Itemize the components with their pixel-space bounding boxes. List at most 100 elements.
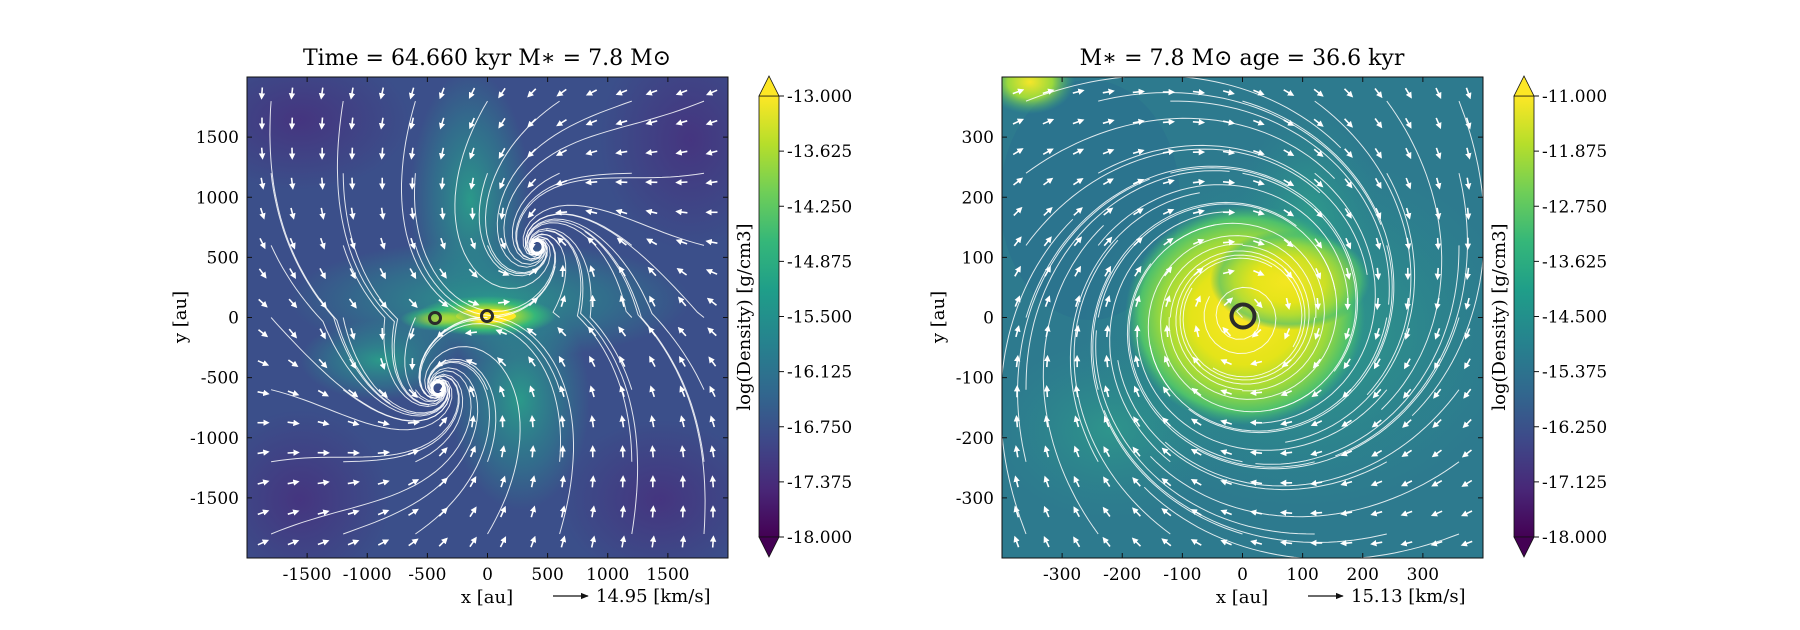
velocity-arrow (1313, 148, 1324, 158)
velocity-arrow (499, 475, 506, 488)
velocity-arrow (1340, 480, 1353, 487)
velocity-arrow (615, 119, 628, 126)
velocity-arrow (1435, 117, 1442, 130)
velocity-arrow (1280, 419, 1293, 427)
velocity-arrow (556, 88, 567, 97)
colorbar-tick-label: -16.750 (787, 418, 852, 438)
colorbar-tick-label: -17.125 (1542, 473, 1607, 493)
streamline (1002, 218, 1074, 535)
panel-2-colorbar-label: log(Density) [g/cm3] (1489, 223, 1510, 410)
velocity-arrow (709, 385, 716, 398)
velocity-arrow (1134, 265, 1142, 277)
velocity-arrow (468, 299, 480, 306)
panel-2-sink-particle (1229, 302, 1257, 330)
streamline (1025, 117, 1335, 179)
velocity-arrow (377, 449, 390, 456)
velocity-arrow (1404, 297, 1411, 311)
velocity-arrow (1400, 510, 1413, 517)
velocity-arrow (1374, 297, 1381, 311)
velocity-arrow (347, 509, 360, 516)
velocity-arrow (1249, 479, 1263, 486)
velocity-arrow (499, 505, 507, 518)
velocity-arrow (1249, 389, 1263, 396)
y-tick-label: -1500 (190, 489, 239, 509)
velocity-arrow (287, 509, 300, 516)
streamline (1092, 201, 1297, 390)
velocity-arrow (1284, 297, 1291, 310)
velocity-arrow (468, 117, 476, 130)
velocity-arrow (1192, 118, 1206, 126)
velocity-arrow (1281, 359, 1292, 368)
velocity-arrow (349, 358, 357, 370)
colorbar-tick-label: -13.625 (787, 142, 852, 162)
velocity-arrow (1043, 385, 1051, 398)
streamline (1164, 389, 1460, 487)
panel-1-colorbar-ticks: -13.000 -13.625 -14.250 -14.875 -15.500 -16.1… (779, 87, 852, 548)
velocity-arrow (1340, 450, 1353, 457)
velocity-arrow (377, 539, 390, 546)
velocity-arrow (1194, 295, 1201, 307)
velocity-arrow (1400, 480, 1413, 487)
velocity-arrow (1220, 419, 1233, 426)
velocity-arrow (1284, 268, 1293, 279)
velocity-arrow (1279, 449, 1293, 457)
velocity-arrow (1253, 119, 1265, 126)
velocity-arrow (1222, 326, 1232, 337)
colorbar-tick-label: -14.875 (787, 252, 852, 272)
velocity-arrow (1043, 475, 1050, 488)
velocity-arrow (1044, 265, 1051, 277)
velocity-arrow (1372, 388, 1382, 399)
velocity-arrow (498, 299, 511, 306)
velocity-arrow (257, 449, 270, 456)
velocity-arrow (438, 87, 445, 100)
velocity-arrow (618, 265, 626, 277)
streamline (1411, 100, 1483, 417)
velocity-arrow (319, 328, 326, 340)
velocity-arrow (1404, 87, 1412, 99)
velocity-arrow (1013, 475, 1020, 488)
velocity-arrow (1162, 118, 1175, 126)
velocity-arrow (1280, 390, 1293, 397)
streamline (418, 318, 561, 400)
velocity-arrow (1222, 269, 1235, 276)
velocity-arrow (258, 147, 266, 160)
velocity-arrow (1340, 509, 1353, 517)
velocity-arrow (1013, 236, 1022, 247)
velocity-arrow (585, 208, 598, 216)
velocity-arrow (1373, 358, 1381, 370)
panel-1: Time = 64.660 kyr M∗ = 7.8 M⊙ -1500 -1000… (170, 46, 852, 608)
colorbar-tick-label: -17.375 (787, 473, 852, 493)
velocity-arrow (555, 209, 568, 216)
velocity-arrow (1343, 88, 1354, 98)
velocity-arrow (1161, 417, 1171, 427)
velocity-arrow (619, 415, 626, 428)
y-tick-label: -100 (956, 369, 994, 389)
velocity-arrow (1222, 119, 1236, 126)
colorbar-tick-label: -11.875 (1542, 142, 1607, 162)
velocity-arrow (379, 237, 386, 250)
velocity-arrow (1374, 327, 1381, 340)
velocity-arrow (319, 177, 326, 190)
velocity-arrow (1013, 206, 1023, 217)
velocity-arrow (498, 87, 506, 99)
velocity-arrow (1190, 448, 1202, 456)
velocity-arrow (1433, 388, 1442, 399)
velocity-arrow (1014, 265, 1021, 277)
velocity-arrow (1012, 88, 1025, 95)
velocity-arrow (464, 329, 477, 336)
velocity-arrow (527, 88, 537, 98)
streamline (496, 100, 632, 268)
velocity-arrow (289, 207, 296, 220)
velocity-arrow (1434, 328, 1441, 340)
panel-2-ticks: -300 -200 -100 0 100 200 300 -300 -200 -100 0 100 20… (956, 77, 1483, 585)
velocity-arrow (257, 509, 270, 516)
panel-1-xlabel: x [au] (461, 587, 513, 608)
velocity-arrow (1073, 445, 1080, 458)
velocity-arrow (1402, 419, 1412, 428)
velocity-arrow (1193, 267, 1204, 276)
streamline (342, 173, 447, 406)
velocity-arrow (288, 328, 298, 339)
velocity-arrow (318, 117, 326, 130)
velocity-arrow (1310, 509, 1323, 517)
velocity-arrow (1279, 509, 1293, 517)
